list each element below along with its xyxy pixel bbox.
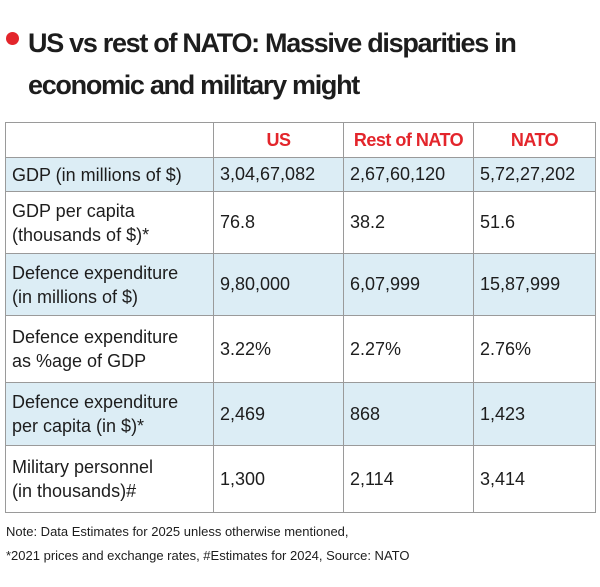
title: US vs rest of NATO: Massive disparities … xyxy=(28,28,517,100)
title-block: US vs rest of NATO: Massive disparities … xyxy=(6,22,591,106)
value-cell: 5,72,27,202 xyxy=(473,157,596,192)
bullet xyxy=(6,32,19,45)
note-line: *2021 prices and exchange rates, #Estima… xyxy=(6,548,410,563)
value-cell: 2,114 xyxy=(343,445,474,513)
value-cell: 9,80,000 xyxy=(213,253,344,316)
table-row: Defence expenditure as %age of GDP 3.22% 2.… xyxy=(5,315,596,383)
header-row: US Rest of NATO NATO xyxy=(5,122,596,158)
row-label: Defence expenditure (in millions of $) xyxy=(5,253,214,316)
value-cell: 2.76% xyxy=(473,315,596,383)
row-label-line: (in thousands)# xyxy=(12,481,137,501)
value-cell: 51.6 xyxy=(473,191,596,254)
row-label-line: Defence expenditure xyxy=(12,262,179,283)
value-cell: 2.27% xyxy=(343,315,474,383)
note-line: Note: Data Estimates for 2025 unless oth… xyxy=(6,524,349,539)
row-label: GDP per capita (thousands of $)* xyxy=(5,191,214,254)
row-label: Military personnel (in thousands)# xyxy=(5,445,214,513)
row-label-line: Defence expenditure xyxy=(12,327,179,347)
value-cell: 1,423 xyxy=(473,382,596,446)
value-cell: 868 xyxy=(343,382,474,446)
value-cell: 3,04,67,082 xyxy=(213,157,344,192)
row-label-line: Military personnel xyxy=(12,457,154,477)
row-label: Defence expenditure as %age of GDP xyxy=(5,315,214,383)
column-header: Rest of NATO xyxy=(343,122,474,158)
row-label-line: per capita (in $)* xyxy=(12,416,145,436)
value-cell: 3.22% xyxy=(213,315,344,383)
row-label: GDP (in millions of $) xyxy=(5,157,214,192)
value-cell: 2,469 xyxy=(213,382,344,446)
value-cell: 2,67,60,120 xyxy=(343,157,474,192)
row-label: Defence expenditure per capita (in $)* xyxy=(5,382,214,446)
row-label-line: as %age of GDP xyxy=(12,351,147,371)
value-cell: 76.8 xyxy=(213,191,344,254)
row-label-line: GDP per capita xyxy=(12,200,135,221)
column-header: NATO xyxy=(473,122,596,158)
table-row: Defence expenditure per capita (in $)* 2,4… xyxy=(5,382,596,446)
table-row: GDP (in millions of $) 3,04,67,082 2,67,60… xyxy=(5,157,596,192)
corner-cell xyxy=(5,122,214,158)
row-label-line: (in millions of $) xyxy=(12,286,139,307)
table-row: Military personnel (in thousands)# 1,300 2,… xyxy=(5,445,596,513)
value-cell: 3,414 xyxy=(473,445,596,513)
value-cell: 38.2 xyxy=(343,191,474,254)
table-row: Defence expenditure (in millions of $) 9,8… xyxy=(5,253,596,316)
row-label-line: GDP (in millions of $) xyxy=(12,164,182,185)
row-label-line: (thousands of $)* xyxy=(12,224,150,245)
note: Note: Data Estimates for 2025 unless oth… xyxy=(6,520,409,568)
value-cell: 1,300 xyxy=(213,445,344,513)
value-cell: 6,07,999 xyxy=(343,253,474,316)
value-cell: 15,87,999 xyxy=(473,253,596,316)
data-table: US Rest of NATO NATO GDP (in millions of $… xyxy=(5,122,596,513)
table-row: GDP per capita (thousands of $)* 76.8 38.2 5… xyxy=(5,191,596,254)
column-header: US xyxy=(213,122,344,158)
row-label-line: Defence expenditure xyxy=(12,392,179,412)
